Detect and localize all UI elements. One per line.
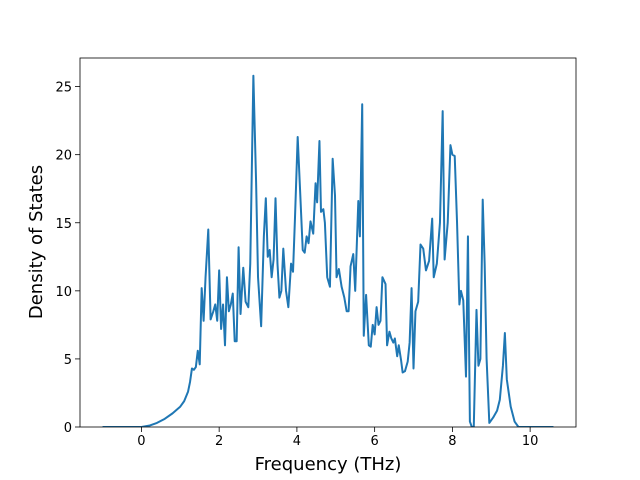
y-tick-label: 25 <box>55 81 72 96</box>
plot-frame <box>79 57 577 428</box>
x-tick-label: 2 <box>215 434 223 449</box>
x-axis-label: Frequency (THz) <box>255 454 402 475</box>
y-tick-label: 0 <box>64 421 72 436</box>
y-tick-label: 5 <box>64 353 72 368</box>
x-tick-label: 6 <box>371 434 379 449</box>
y-tick-label: 15 <box>55 217 72 232</box>
x-tick-label: 0 <box>137 434 145 449</box>
x-tick-label: 10 <box>522 434 539 449</box>
x-tick-label: 4 <box>293 434 301 449</box>
data-line <box>102 74 554 427</box>
y-axis-label: Density of States <box>26 165 47 319</box>
y-tick-label: 20 <box>55 149 72 164</box>
x-tick-label: 8 <box>448 434 456 449</box>
y-tick-label: 10 <box>55 285 72 300</box>
